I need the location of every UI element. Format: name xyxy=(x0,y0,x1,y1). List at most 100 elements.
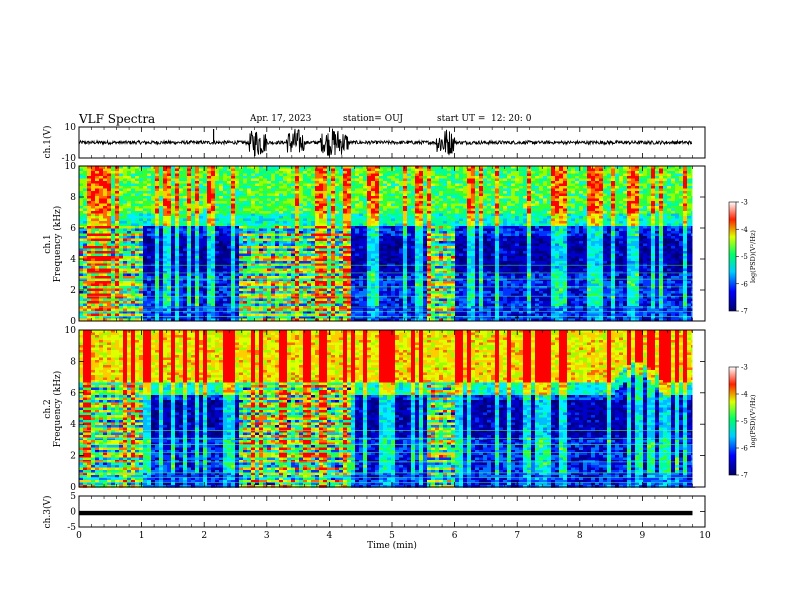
psd-cell xyxy=(283,316,288,319)
psd-cell xyxy=(163,221,168,224)
psd-cell xyxy=(335,193,340,197)
psd-cell xyxy=(387,206,392,209)
psd-cell xyxy=(367,308,372,312)
psd-cell xyxy=(83,251,88,254)
psd-cell xyxy=(123,318,128,322)
psd-cell xyxy=(339,251,344,254)
psd-cell xyxy=(363,248,368,252)
psd-cell xyxy=(315,211,320,214)
psd-cell xyxy=(363,246,368,249)
psd-cell xyxy=(199,281,204,284)
psd-cell xyxy=(119,193,124,197)
psd-cell xyxy=(307,198,312,202)
psd-cell xyxy=(375,268,380,272)
psd-cell xyxy=(247,201,252,204)
psd-cell xyxy=(119,276,124,279)
psd-cell xyxy=(263,291,268,294)
psd-cell xyxy=(311,256,316,259)
psd-cell xyxy=(383,288,388,292)
psd-cell xyxy=(307,278,312,282)
psd-cell xyxy=(315,256,320,259)
psd-cell xyxy=(151,276,156,279)
psd-cell xyxy=(335,178,340,182)
psd-cell xyxy=(279,168,284,172)
psd-cell xyxy=(167,268,172,272)
psd-cell xyxy=(227,271,232,274)
psd-cell xyxy=(147,278,152,282)
psd-cell xyxy=(239,303,244,307)
psd-cell xyxy=(191,218,196,222)
psd-cell xyxy=(247,231,252,234)
psd-cell xyxy=(211,296,216,299)
psd-cell xyxy=(195,271,200,274)
psd-cell xyxy=(223,308,228,312)
psd-cell xyxy=(359,196,364,199)
psd-cell xyxy=(91,266,96,269)
psd-cell xyxy=(159,173,164,177)
psd-cell xyxy=(111,313,116,317)
psd-cell xyxy=(275,181,280,184)
psd-cell xyxy=(191,298,196,302)
psd-cell xyxy=(227,233,232,237)
psd-cell xyxy=(135,241,140,244)
psd-cell xyxy=(175,298,180,302)
psd-cell xyxy=(119,226,124,229)
psd-cell xyxy=(99,223,104,227)
psd-cell xyxy=(207,311,212,314)
psd-cell xyxy=(151,191,156,194)
psd-cell xyxy=(367,238,372,242)
psd-cell xyxy=(95,308,100,312)
psd-cell xyxy=(215,301,220,304)
psd-cell xyxy=(355,188,360,192)
psd-cell xyxy=(375,166,380,169)
psd-cell xyxy=(139,206,144,209)
psd-cell xyxy=(331,206,336,209)
psd-cell xyxy=(383,193,388,197)
psd-cell xyxy=(203,241,208,244)
psd-cell xyxy=(263,281,268,284)
psd-cell xyxy=(307,166,312,169)
psd-cell xyxy=(163,268,168,272)
psd-cell xyxy=(295,268,300,272)
psd-cell xyxy=(175,266,180,269)
psd-cell xyxy=(147,231,152,234)
psd-cell xyxy=(371,228,376,232)
psd-cell xyxy=(231,218,236,222)
psd-cell xyxy=(303,171,308,174)
psd-cell xyxy=(243,256,248,259)
psd-cell xyxy=(95,181,100,184)
psd-cell xyxy=(119,191,124,194)
psd-cell xyxy=(103,303,108,307)
psd-cell xyxy=(319,313,324,317)
psd-cell xyxy=(239,258,244,262)
psd-cell xyxy=(247,278,252,282)
psd-cell xyxy=(367,211,372,214)
psd-cell xyxy=(107,288,112,292)
psd-cell xyxy=(243,246,248,249)
psd-cell xyxy=(287,216,292,219)
psd-cell xyxy=(383,308,388,312)
psd-cell xyxy=(379,291,384,294)
psd-cell xyxy=(203,288,208,292)
psd-cell xyxy=(239,166,244,169)
psd-cell xyxy=(267,286,272,289)
psd-cell xyxy=(243,276,248,279)
psd-cell xyxy=(83,308,88,312)
psd-cell xyxy=(131,173,136,177)
psd-cell xyxy=(155,201,160,204)
psd-cell xyxy=(87,276,92,279)
psd-cell xyxy=(259,288,264,292)
psd-cell xyxy=(339,173,344,177)
psd-cell xyxy=(203,248,208,252)
psd-cell xyxy=(179,313,184,317)
psd-cell xyxy=(387,233,392,237)
psd-cell xyxy=(91,201,96,204)
psd-cell xyxy=(227,236,232,239)
psd-cell xyxy=(287,313,292,317)
psd-cell xyxy=(183,298,188,302)
psd-cell xyxy=(311,313,316,317)
psd-cell xyxy=(263,298,268,302)
psd-cell xyxy=(231,183,236,187)
psd-cell xyxy=(351,236,356,239)
psd-cell xyxy=(99,248,104,252)
